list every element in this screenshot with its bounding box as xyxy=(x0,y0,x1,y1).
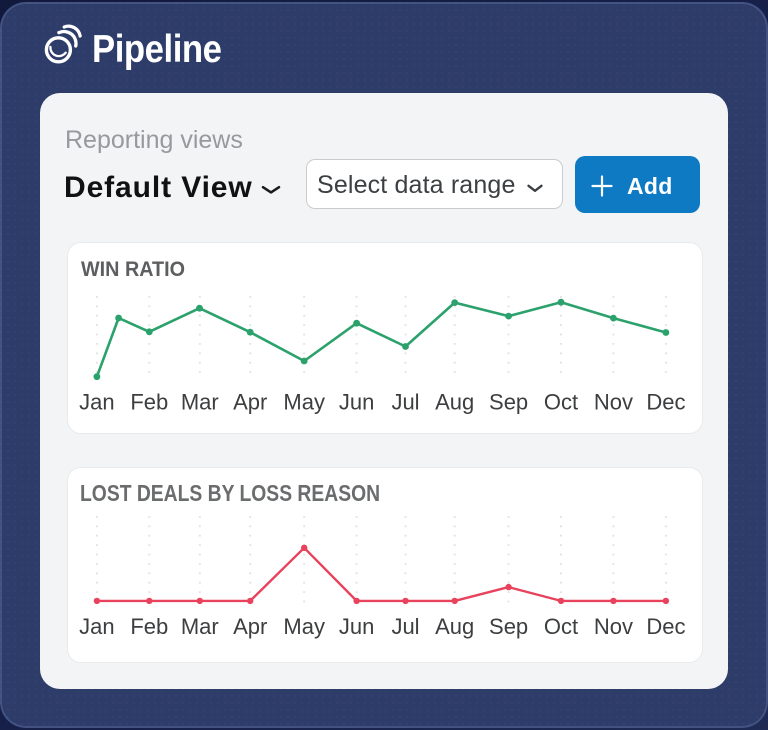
svg-text:Dec: Dec xyxy=(646,614,685,639)
svg-text:May: May xyxy=(283,390,325,415)
svg-text:Jun: Jun xyxy=(339,614,374,639)
svg-text:Jul: Jul xyxy=(391,614,419,639)
svg-text:Apr: Apr xyxy=(233,614,267,639)
svg-text:Apr: Apr xyxy=(233,390,267,415)
svg-text:Feb: Feb xyxy=(130,390,168,415)
svg-text:Oct: Oct xyxy=(544,614,578,639)
svg-text:Sep: Sep xyxy=(489,390,528,415)
svg-text:Dec: Dec xyxy=(646,390,685,415)
svg-text:Jun: Jun xyxy=(339,390,374,415)
svg-text:Mar: Mar xyxy=(181,390,219,415)
svg-text:Sep: Sep xyxy=(489,614,528,639)
svg-text:Jul: Jul xyxy=(391,390,419,415)
svg-text:Nov: Nov xyxy=(594,390,633,415)
svg-text:Jan: Jan xyxy=(79,390,114,415)
svg-text:Aug: Aug xyxy=(435,614,474,639)
svg-text:Aug: Aug xyxy=(435,390,474,415)
svg-text:Mar: Mar xyxy=(181,614,219,639)
svg-text:Jan: Jan xyxy=(79,614,114,639)
svg-text:Nov: Nov xyxy=(594,614,633,639)
svg-text:Feb: Feb xyxy=(130,614,168,639)
svg-text:May: May xyxy=(283,614,325,639)
svg-text:Oct: Oct xyxy=(544,390,578,415)
